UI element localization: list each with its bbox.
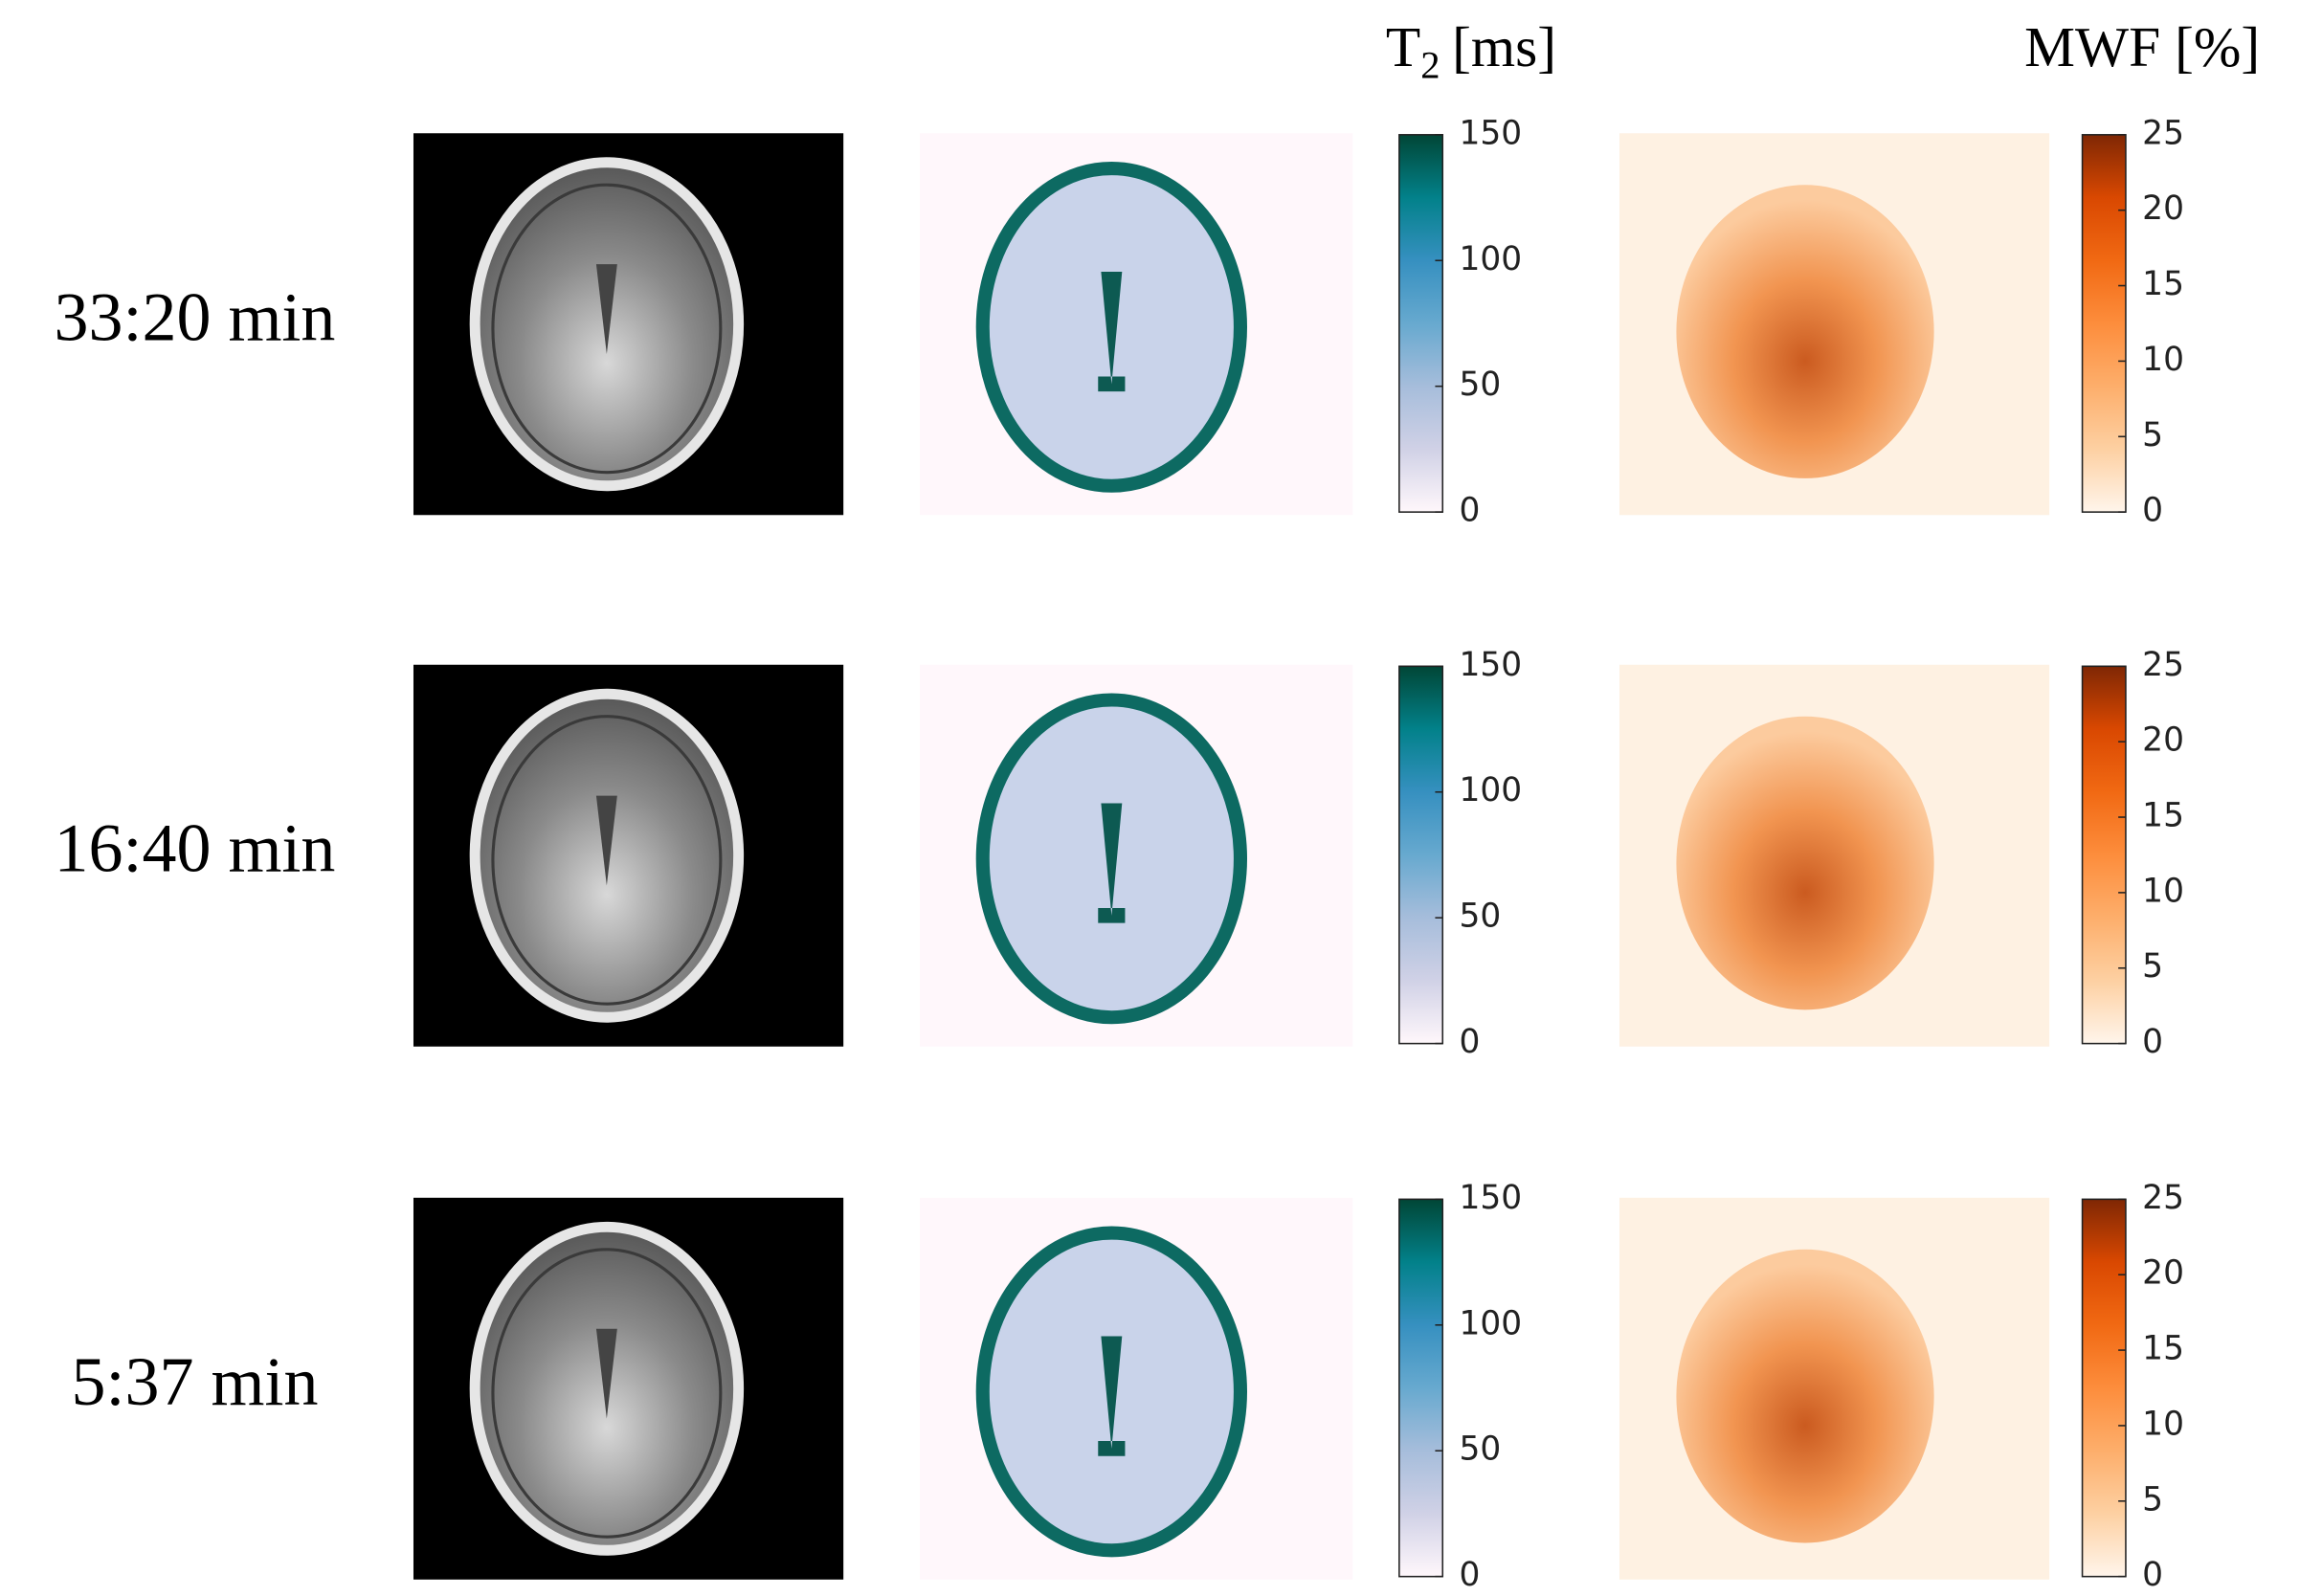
t2-title-base: T: [1386, 15, 1420, 78]
row-label: 33:20 min: [55, 278, 336, 355]
row-label: 5:37 min: [71, 1343, 318, 1420]
colorbar-tick-label: 0: [2142, 1556, 2163, 1594]
t2-title-subscript: 2: [1420, 43, 1440, 86]
mri-brain: [491, 1248, 723, 1539]
colorbar-tick-label: 15: [2142, 1330, 2184, 1368]
colorbar: [2081, 665, 2127, 1045]
t2-ventricle: [1098, 1336, 1126, 1456]
colorbar-tick-label: 15: [2142, 265, 2184, 303]
colorbar-tick-label: 20: [2142, 721, 2184, 760]
colorbar-tick-label: 50: [1459, 1430, 1501, 1469]
colorbar-tick-label: 5: [2142, 1480, 2163, 1518]
t2-ventricle: [1098, 271, 1126, 392]
colorbar-tick-label: 10: [2142, 1405, 2184, 1443]
colorbar: [1398, 134, 1444, 513]
mwf-title: MWF [%]: [2024, 15, 2260, 78]
colorbar-tick-label: 100: [1459, 771, 1522, 809]
colorbar-tick-label: 5: [2142, 416, 2163, 454]
colorbar-tick-label: 5: [2142, 947, 2163, 986]
t2-title-unit: [ms]: [1452, 15, 1556, 78]
colorbar-tick-label: 100: [1459, 1304, 1522, 1342]
colorbar-tick-label: 20: [2142, 1254, 2184, 1293]
mwf-brain: [1676, 716, 1934, 1010]
colorbar: [1398, 1198, 1444, 1578]
colorbar-tick-label: 100: [1459, 240, 1522, 278]
colorbar-tick-label: 0: [2142, 1023, 2163, 1061]
colorbar-tick-label: 10: [2142, 872, 2184, 910]
colorbar-tick-label: 10: [2142, 341, 2184, 379]
colorbar-tick-label: 0: [1459, 492, 1480, 530]
colorbar: [2081, 134, 2127, 513]
colorbar-tick-label: 0: [1459, 1556, 1480, 1594]
t2-title: T2 [ms]: [1386, 15, 1556, 87]
colorbar-tick-label: 50: [1459, 366, 1501, 404]
mri-brain: [491, 715, 723, 1006]
colorbar-tick-label: 25: [2142, 1179, 2184, 1217]
mwf-brain: [1676, 185, 1934, 478]
colorbar-tick-label: 25: [2142, 114, 2184, 152]
colorbar-tick-label: 25: [2142, 646, 2184, 684]
t2-ventricle: [1098, 803, 1126, 923]
colorbar-tick-label: 50: [1459, 898, 1501, 936]
mri-ventricle: [595, 1328, 617, 1419]
mwf-brain: [1676, 1249, 1934, 1543]
colorbar: [1398, 665, 1444, 1045]
colorbar-tick-label: 150: [1459, 114, 1522, 152]
colorbar-tick-label: 0: [2142, 492, 2163, 530]
colorbar-tick-label: 20: [2142, 189, 2184, 228]
colorbar-tick-label: 15: [2142, 797, 2184, 835]
colorbar-tick-label: 0: [1459, 1023, 1480, 1061]
mri-brain: [491, 183, 723, 475]
row-label: 16:40 min: [55, 810, 336, 887]
mri-ventricle: [595, 795, 617, 886]
colorbar-tick-label: 150: [1459, 1179, 1522, 1217]
mri-ventricle: [595, 264, 617, 355]
colorbar: [2081, 1198, 2127, 1578]
colorbar-tick-label: 150: [1459, 646, 1522, 684]
